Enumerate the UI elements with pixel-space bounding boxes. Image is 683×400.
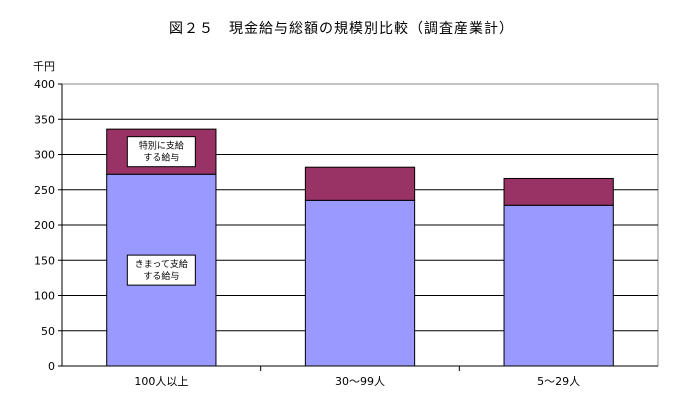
bar-segment	[304, 199, 416, 367]
y-tick-label: 150	[34, 254, 55, 267]
bar-segment	[503, 177, 614, 206]
y-tick-label: 50	[41, 325, 55, 338]
y-tick-label: 300	[34, 149, 55, 162]
x-category-label: 5〜29人	[537, 375, 580, 388]
y-tick-label: 400	[34, 78, 55, 91]
axes: 0 50 100 150 200 250 300 350 400 100人以上 30〜99人 5〜29…	[34, 78, 658, 388]
bar-segment	[304, 166, 416, 201]
y-tick-label: 350	[34, 113, 55, 126]
chart-title: 図２５ 現金給与総額の規模別比較（調査産業計）	[169, 21, 514, 37]
series-label-box	[126, 254, 196, 286]
bars	[106, 128, 614, 367]
series-label-text: する給与	[143, 152, 179, 164]
y-tick-label: 200	[34, 219, 55, 232]
bar-segment	[503, 204, 614, 367]
series-label-text: 特別に支給	[139, 140, 184, 152]
series-label-box	[126, 136, 196, 168]
y-axis-unit-label: 千円	[33, 60, 55, 73]
series-label-text: する給与	[143, 270, 179, 282]
x-category-label: 30〜99人	[335, 375, 385, 388]
x-category-label: 100人以上	[134, 375, 188, 388]
y-tick-label: 100	[34, 290, 55, 303]
series-label-text: きまって支給	[135, 258, 188, 270]
y-tick-label: 250	[34, 184, 55, 197]
y-tick-label: 0	[48, 360, 55, 373]
